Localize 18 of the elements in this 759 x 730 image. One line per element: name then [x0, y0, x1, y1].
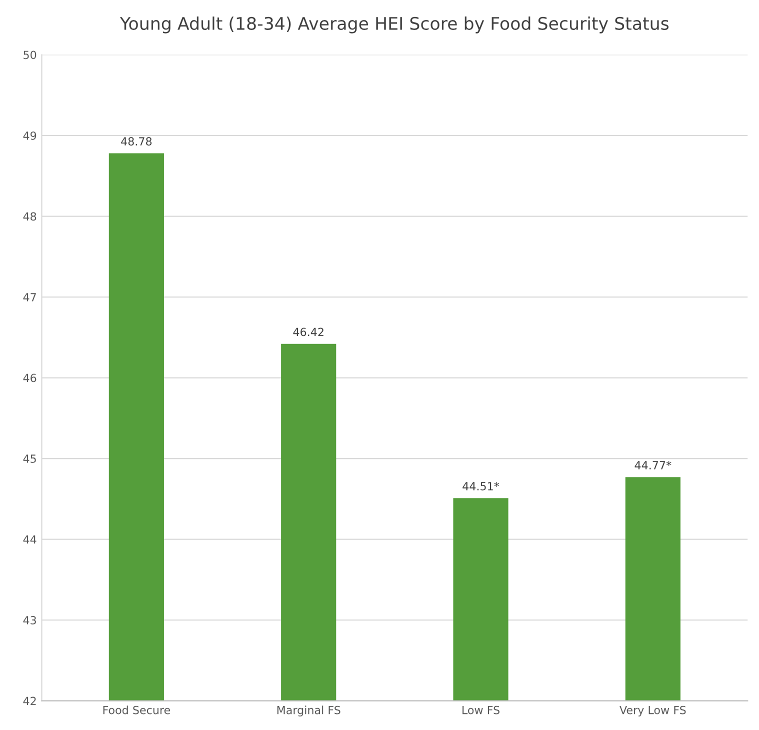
data-label: 48.78 — [121, 137, 152, 146]
y-tick-label: 48 — [23, 212, 36, 221]
y-tick-label: 50 — [24, 50, 36, 60]
x-tick-label: Food Secure — [103, 706, 170, 714]
x-tick-label: Marginal FS — [277, 706, 340, 716]
y-tick-label: 46 — [23, 374, 36, 382]
data-label: 46.42 — [293, 328, 324, 336]
y-tick-label: 47 — [23, 293, 36, 302]
data-label: 44.77* — [634, 460, 672, 470]
y-tick-label: 42 — [23, 696, 36, 706]
y-tick-label: 45 — [23, 454, 36, 463]
chart-title: Young Adult (18-34) Average HEI Score by Food Security Status — [120, 16, 669, 34]
x-tick-label: Very Low FS — [620, 706, 686, 716]
data-label: 44.51* — [462, 482, 500, 490]
y-tick-label: 43 — [23, 616, 36, 624]
y-tick-label: 49 — [23, 131, 36, 140]
x-tick-label: Low FS — [462, 706, 500, 714]
y-tick-label: 44 — [23, 535, 36, 544]
